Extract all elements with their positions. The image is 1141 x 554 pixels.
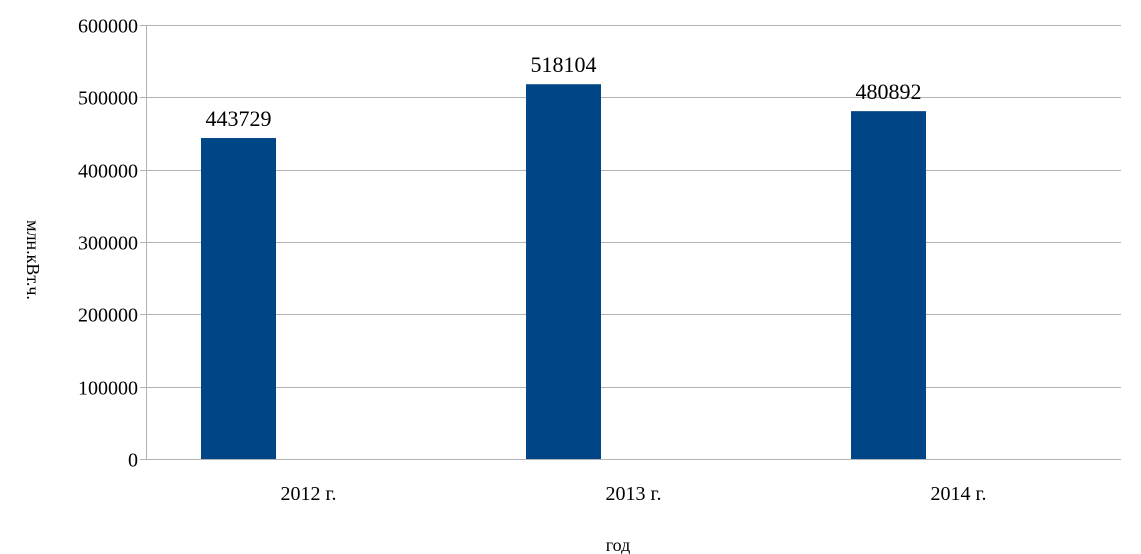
data-label: 518104	[531, 52, 597, 77]
labels: 0 100000 200000 300000 400000 500000 600000 443…	[78, 16, 986, 506]
x-tick-label: 2014 г.	[931, 483, 987, 505]
y-tick-label: 400000	[78, 161, 138, 183]
x-axis-title: год	[606, 535, 631, 554]
axes	[140, 25, 1121, 460]
y-tick-label: 200000	[78, 305, 138, 327]
bar	[201, 138, 276, 460]
data-label: 480892	[856, 79, 922, 104]
x-tick-label: 2013 г.	[606, 483, 662, 505]
x-tick-label: 2012 г.	[281, 483, 337, 505]
y-tick-label: 500000	[78, 88, 138, 110]
data-label: 443729	[206, 106, 272, 131]
gridlines	[146, 25, 1121, 388]
y-tick-label: 0	[128, 450, 138, 472]
bars	[201, 84, 926, 460]
bar	[851, 111, 926, 459]
y-tick-label: 600000	[78, 16, 138, 38]
y-tick-label: 300000	[78, 233, 138, 255]
y-tick-label: 100000	[78, 378, 138, 400]
bar	[526, 84, 601, 460]
y-axis-title: млн.кВт.ч.	[23, 220, 43, 300]
